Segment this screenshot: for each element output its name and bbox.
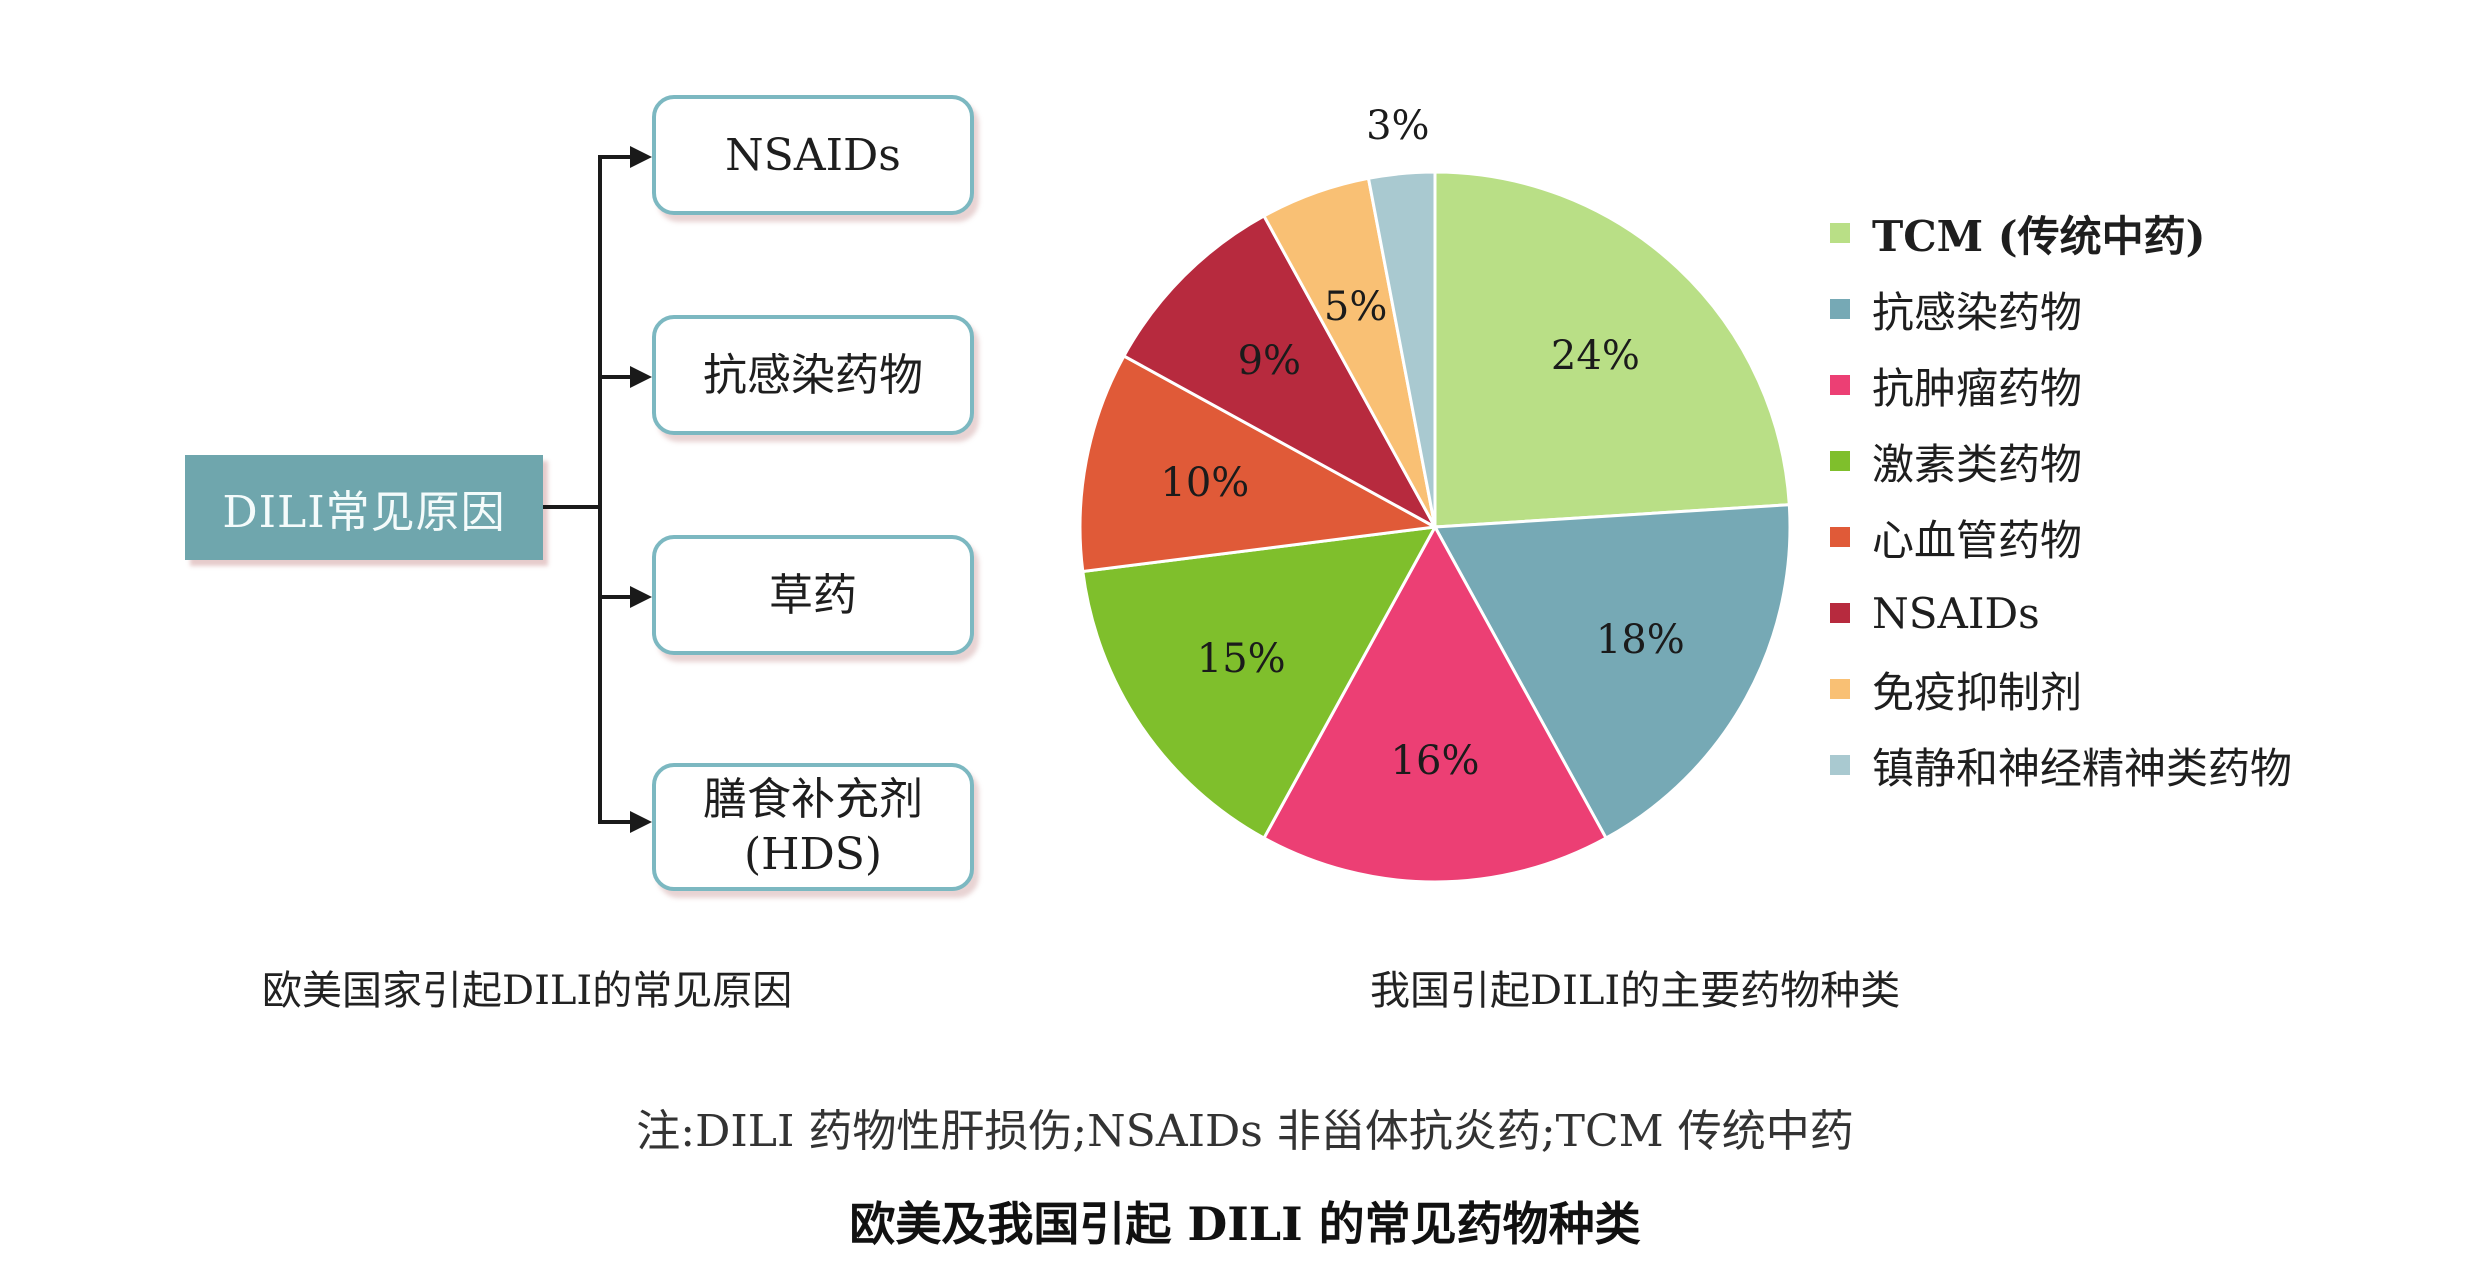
legend-item-anti-infective: 抗感染药物 — [1830, 271, 2292, 347]
arrow-icon — [630, 366, 652, 388]
pie-chart — [1078, 170, 1792, 884]
legend-item-antitumor: 抗肿瘤药物 — [1830, 347, 2292, 423]
diagram-node-dietary-supplement: 膳食补充剂 (HDS) — [652, 763, 974, 891]
legend-label: TCM (传统中药) — [1872, 211, 2206, 261]
legend-item-sedative: 镇静和神经精神类药物 — [1830, 727, 2292, 803]
legend-item-immunosuppressant: 免疫抑制剂 — [1830, 651, 2292, 727]
legend-item-cardiovascular: 心血管药物 — [1830, 499, 2292, 575]
pie-percent-label: 5% — [1323, 283, 1388, 330]
pie-slice — [1432, 503, 1792, 841]
pie-percent-label: 18% — [1595, 616, 1685, 663]
legend-swatch-icon — [1830, 527, 1850, 547]
legend-label: 抗感染药物 — [1872, 287, 2083, 337]
legend: TCM (传统中药) 抗感染药物 抗肿瘤药物 激素类药物 心血管药物 NSAID… — [1830, 195, 2292, 803]
legend-swatch-icon — [1830, 223, 1850, 243]
pie-slice — [1433, 170, 1791, 529]
arrow-icon — [630, 146, 652, 168]
pie-slice — [1261, 523, 1609, 884]
legend-swatch-icon — [1830, 375, 1850, 395]
legend-label: 镇静和神经精神类药物 — [1872, 743, 2293, 793]
figure-title: 欧美及我国引起 DILI 的常见药物种类 — [849, 1197, 1641, 1251]
pie-percent-label: 3% — [1366, 102, 1430, 149]
legend-label: 激素类药物 — [1872, 439, 2083, 489]
pie-percent-label: 15% — [1196, 635, 1286, 682]
legend-swatch-icon — [1830, 603, 1850, 623]
node-label: NSAIDs — [725, 129, 901, 181]
connector-branch-4 — [598, 820, 632, 824]
pie-percent-label: 10% — [1160, 460, 1250, 507]
pie-slice — [1081, 525, 1438, 841]
legend-swatch-icon — [1830, 755, 1850, 775]
pie-percent-label: 16% — [1390, 738, 1480, 785]
diagram-node-herbal: 草药 — [652, 535, 974, 655]
connector-branch-2 — [598, 375, 632, 379]
diagram-root-node: DILI常见原因 — [185, 455, 543, 560]
legend-label: NSAIDs — [1872, 588, 2040, 638]
pie-slice — [1366, 170, 1437, 528]
connector-branch-1 — [598, 155, 632, 159]
diagram-node-anti-infective: 抗感染药物 — [652, 315, 974, 435]
pie-percent-label: 9% — [1237, 338, 1302, 385]
pie-slice — [1121, 213, 1439, 531]
legend-swatch-icon — [1830, 299, 1850, 319]
legend-label: 抗肿瘤药物 — [1872, 363, 2083, 413]
figure-note: 注:DILI 药物性肝损伤;NSAIDs 非甾体抗炎药;TCM 传统中药 — [636, 1106, 1854, 1157]
pie-slice — [1078, 353, 1440, 574]
legend-item-nsaids: NSAIDs — [1830, 575, 2292, 651]
node-label: 抗感染药物 — [703, 349, 923, 401]
arrow-icon — [630, 586, 652, 608]
legend-item-hormone: 激素类药物 — [1830, 423, 2292, 499]
legend-swatch-icon — [1830, 679, 1850, 699]
pie-percent-label: 24% — [1550, 333, 1640, 380]
node-label: 草药 — [769, 569, 857, 621]
legend-label: 心血管药物 — [1872, 515, 2083, 565]
node-sublabel: (HDS) — [743, 829, 883, 880]
legend-swatch-icon — [1830, 451, 1850, 471]
legend-label: 免疫抑制剂 — [1872, 667, 2083, 717]
arrow-icon — [630, 811, 652, 833]
diagram-node-nsaids: NSAIDs — [652, 95, 974, 215]
diagram-caption: 欧美国家引起DILI的常见原因 — [262, 968, 793, 1014]
root-node-label: DILI常见原因 — [222, 486, 506, 538]
node-label: 膳食补充剂 — [703, 774, 923, 825]
pie-caption: 我国引起DILI的主要药物种类 — [1370, 968, 1901, 1014]
connector-branch-3 — [598, 595, 632, 599]
connector-vertical — [598, 156, 602, 824]
connector-root — [543, 505, 601, 509]
legend-item-tcm: TCM (传统中药) — [1830, 195, 2292, 271]
